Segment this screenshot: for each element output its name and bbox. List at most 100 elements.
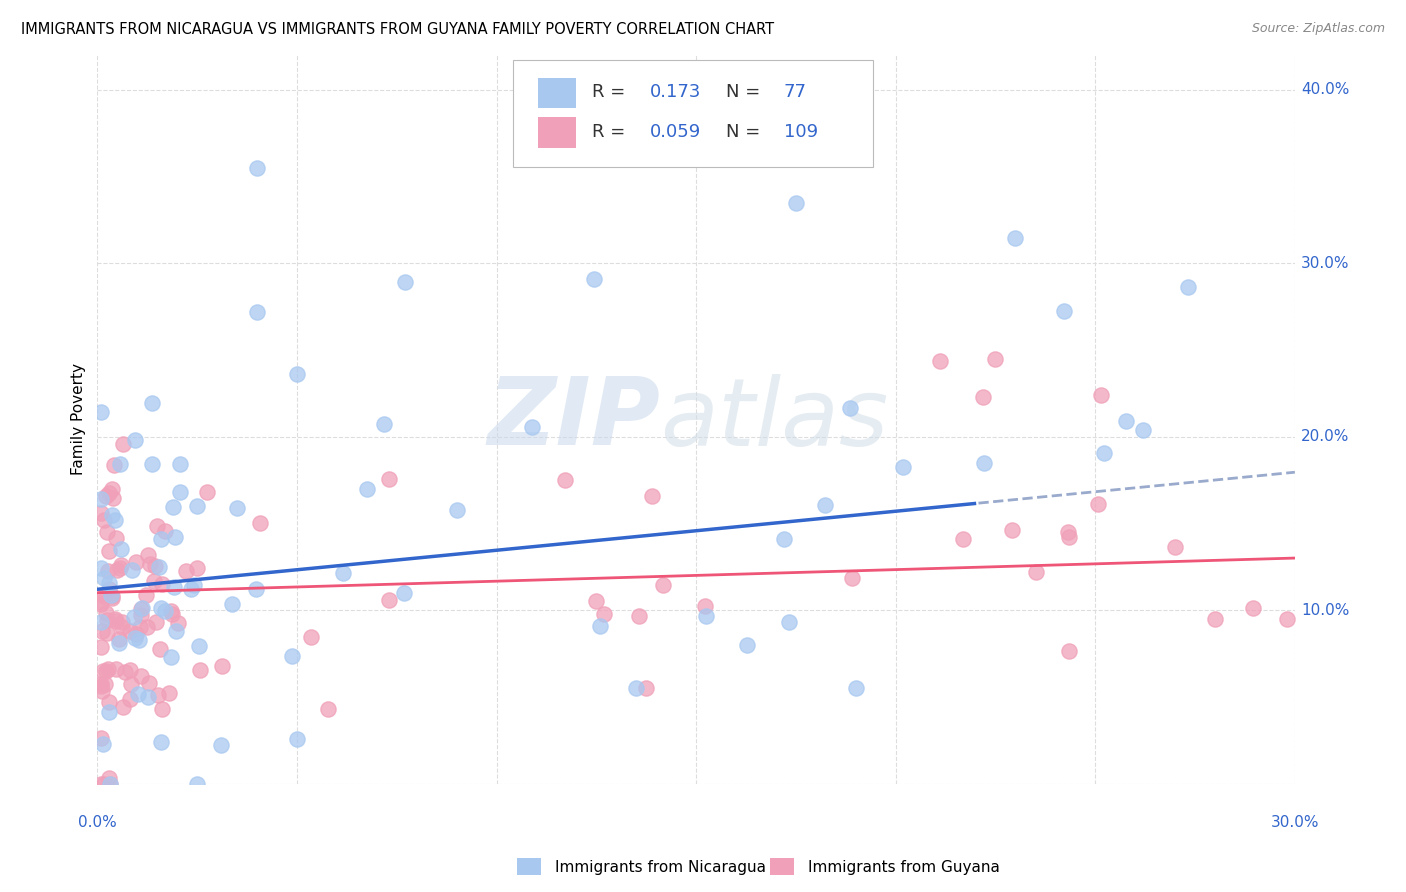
Point — [176, 564, 198, 578]
Point — [93, 776, 115, 790]
Point — [90, 679, 112, 693]
Point — [93, 571, 115, 585]
Point — [90, 640, 112, 654]
Point — [952, 532, 974, 546]
Point — [1087, 497, 1109, 511]
Point — [101, 591, 124, 605]
Point — [96, 665, 118, 679]
Point — [90, 597, 112, 611]
Text: Immigrants from Guyana: Immigrants from Guyana — [808, 860, 1000, 874]
Point — [356, 482, 378, 496]
Point — [636, 681, 658, 695]
Point — [93, 589, 115, 603]
Point — [98, 695, 121, 709]
Point — [150, 533, 173, 547]
Point — [814, 498, 837, 512]
Point — [169, 485, 191, 500]
Point — [838, 401, 860, 416]
Point — [139, 558, 162, 572]
Point — [93, 513, 115, 527]
Text: N =: N = — [725, 83, 766, 102]
Point — [773, 532, 796, 546]
Point — [129, 669, 152, 683]
Point — [281, 649, 304, 664]
Point — [98, 544, 121, 558]
Point — [973, 456, 995, 470]
Point — [159, 604, 181, 618]
Point — [165, 624, 187, 638]
Point — [1164, 540, 1187, 554]
Point — [127, 687, 149, 701]
Point — [145, 615, 167, 630]
Point — [90, 776, 112, 790]
Point — [107, 636, 129, 650]
Text: 20.0%: 20.0% — [1301, 429, 1350, 444]
Point — [141, 396, 163, 410]
Point — [1057, 644, 1080, 658]
Point — [90, 624, 112, 639]
Point — [1204, 612, 1226, 626]
Text: Source: ZipAtlas.com: Source: ZipAtlas.com — [1251, 22, 1385, 36]
Point — [90, 506, 112, 520]
Point — [972, 390, 994, 404]
Text: 10.0%: 10.0% — [1301, 603, 1350, 617]
Point — [97, 582, 120, 596]
Point — [287, 367, 309, 381]
Point — [169, 457, 191, 471]
Text: 0.059: 0.059 — [650, 122, 700, 141]
Point — [1275, 612, 1298, 626]
Text: 109: 109 — [783, 122, 818, 141]
FancyBboxPatch shape — [513, 61, 873, 167]
Point — [146, 688, 169, 702]
Point — [141, 457, 163, 471]
Point — [693, 599, 716, 613]
Point — [97, 565, 120, 579]
Point — [108, 457, 131, 471]
Point — [101, 482, 124, 496]
Point — [592, 607, 614, 621]
Point — [105, 531, 128, 545]
Point — [928, 354, 950, 368]
Point — [90, 561, 112, 575]
Point — [111, 620, 134, 634]
Text: N =: N = — [725, 122, 766, 141]
Point — [150, 702, 173, 716]
Point — [1004, 231, 1026, 245]
Point — [105, 662, 128, 676]
Point — [211, 659, 233, 673]
Point — [589, 619, 612, 633]
Point — [695, 608, 717, 623]
Point — [111, 700, 134, 714]
Point — [245, 582, 267, 596]
Point — [153, 604, 176, 618]
Point — [122, 610, 145, 624]
Point — [136, 690, 159, 705]
Point — [394, 276, 416, 290]
Point — [108, 561, 131, 575]
Point — [94, 607, 117, 621]
Point — [1177, 279, 1199, 293]
Point — [841, 571, 863, 585]
Bar — [538, 117, 576, 148]
Point — [96, 625, 118, 640]
Point — [110, 542, 132, 557]
Y-axis label: Family Poverty: Family Poverty — [72, 363, 86, 475]
Bar — [770, 858, 794, 875]
Point — [651, 578, 673, 592]
Bar — [517, 858, 541, 875]
Point — [891, 459, 914, 474]
Point — [120, 663, 142, 677]
Point — [149, 735, 172, 749]
Point — [138, 548, 160, 562]
Point — [186, 776, 208, 790]
Point — [984, 351, 1007, 366]
Point — [96, 613, 118, 627]
Point — [332, 566, 354, 581]
Point — [105, 563, 128, 577]
Point — [554, 473, 576, 487]
Point — [150, 577, 173, 591]
Point — [101, 491, 124, 505]
Point — [162, 607, 184, 621]
Point — [737, 638, 759, 652]
Point — [93, 737, 115, 751]
